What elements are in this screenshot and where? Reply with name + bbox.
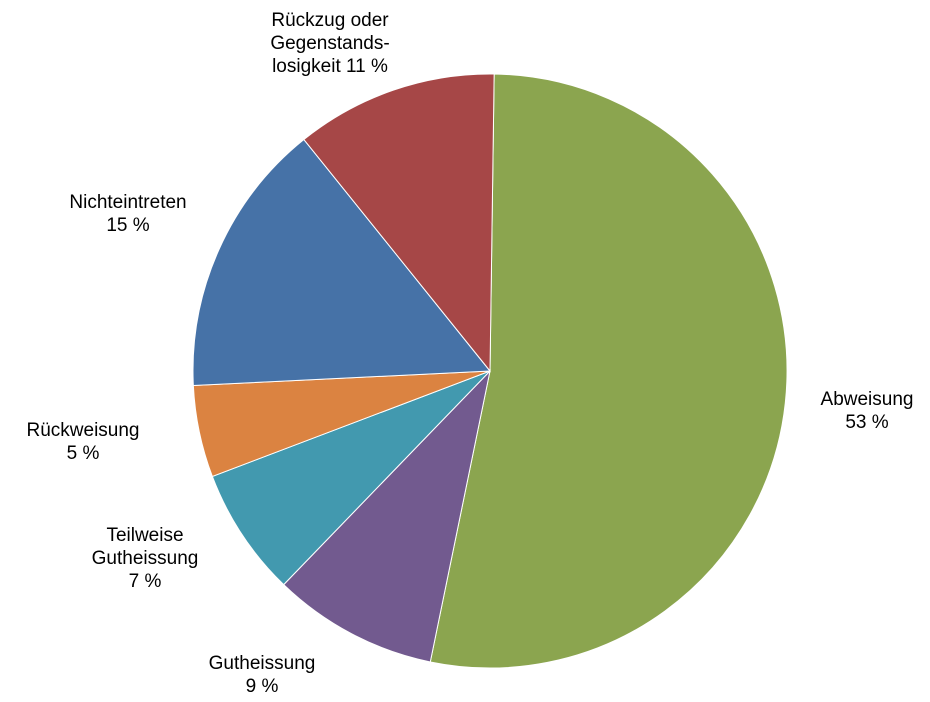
slice-label-line: Gutheissung	[92, 548, 199, 569]
pie-labels: Abweisung 53 %Gutheissung 9 %Teilweise Guth…	[27, 10, 914, 697]
slice-label-line: Rückweisung	[27, 420, 140, 441]
pie-slice	[282, 369, 491, 663]
slice-label-line: Teilweise	[106, 525, 183, 546]
slice-label-line: Abweisung	[821, 389, 914, 410]
slice-label-line: 53 %	[845, 412, 888, 433]
slice-label: Rückzug oder Gegenstands-losigkeit 11 %	[270, 10, 389, 77]
pie-slice	[429, 73, 788, 669]
slice-label-line: 9 %	[246, 676, 279, 697]
slice-label-line: Nichteintreten	[69, 192, 186, 213]
slice-label: Rückweisung 5 %	[27, 420, 140, 464]
slice-label: Teilweise Gutheissung 7 %	[92, 525, 199, 592]
slice-label-line: Gegenstands-	[270, 33, 389, 54]
slice-label-line: 7 %	[129, 571, 162, 592]
pie-slices	[192, 73, 788, 669]
slice-label-line: 5 %	[67, 443, 100, 464]
slice-label: Nichteintreten 15 %	[69, 192, 186, 236]
slice-label-line: losigkeit 11 %	[272, 56, 388, 77]
slice-label: Gutheissung 9 %	[209, 653, 316, 697]
pie-slice	[192, 138, 492, 387]
pie-slice	[303, 73, 495, 373]
slice-label-line: Gutheissung	[209, 653, 316, 674]
slice-label: Abweisung 53 %	[821, 389, 914, 433]
slice-label-line: Rückzug oder	[271, 10, 389, 31]
slice-label-line: 15 %	[106, 215, 149, 236]
pie-slice	[211, 370, 491, 586]
